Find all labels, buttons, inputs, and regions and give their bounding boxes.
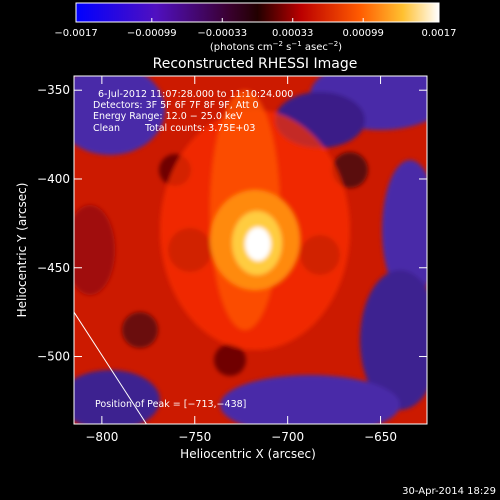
colorbar	[75, 2, 440, 23]
x-axis-label: Heliocentric X (arcsec)	[180, 447, 316, 461]
x-tick-label: −650	[364, 430, 397, 444]
heatmap-image	[74, 76, 427, 424]
x-axis-ticks: −800 −750 −700 −650	[85, 76, 397, 444]
colorbar-tick-label: 0.0017	[422, 28, 457, 39]
colorbar-ticks	[75, 18, 440, 22]
time-range-annotation: 6-Jul-2012 11:07:28.000 to 11:10:24.000	[98, 89, 293, 100]
y-axis-ticks: −350 −400 −450 −500	[37, 83, 427, 364]
peak-position-annotation: Position of Peak = [−713,−438]	[95, 399, 246, 410]
energy-range-annotation: Energy Range: 12.0 − 25.0 keV	[93, 111, 243, 122]
x-tick-label: −750	[178, 430, 211, 444]
colorbar-tick-labels: −0.0017 −0.00099 −0.00033 0.00033 0.00099 0.0…	[54, 28, 456, 39]
y-tick-label: −500	[37, 350, 70, 364]
limb-line	[74, 311, 147, 424]
colorbar-tick-label: 0.00033	[272, 28, 313, 39]
y-tick-label: −400	[37, 172, 70, 186]
colorbar-tick-label: 0.00099	[343, 28, 384, 39]
plot-frame	[73, 75, 428, 425]
colorbar-tick-label: −0.00099	[127, 28, 177, 39]
y-axis-label: Heliocentric Y (arcsec)	[15, 183, 29, 318]
y-tick-label: −350	[37, 83, 70, 97]
x-tick-label: −700	[271, 430, 304, 444]
chart-title: Reconstructed RHESSI Image	[153, 56, 358, 72]
colorbar-tick-label: −0.0017	[54, 28, 97, 39]
colorbar-tick-label: −0.00033	[197, 28, 247, 39]
detectors-annotation: Detectors: 3F 5F 6F 7F 8F 9F, Att 0	[93, 100, 259, 111]
total-counts-annotation: Total counts: 3.75E+03	[144, 123, 255, 134]
timestamp: 30-Apr-2014 18:29	[402, 486, 496, 497]
method-annotation: Clean	[93, 123, 120, 134]
x-tick-label: −800	[85, 430, 118, 444]
colorbar-unit-label: (photons cm−2 s−1 asec−2)	[210, 40, 342, 53]
y-tick-label: −450	[37, 261, 70, 275]
